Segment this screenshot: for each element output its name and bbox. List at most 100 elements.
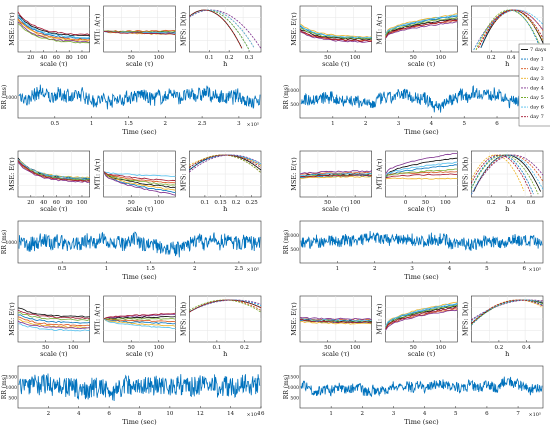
rr-exponent: ×10⁵: [528, 412, 541, 418]
mse-series-line: [299, 174, 372, 178]
mse-series-line: [17, 21, 90, 43]
mfs-ylabel: MFS: D(h): [461, 156, 469, 191]
mse-series-line: [299, 318, 372, 324]
mse-ylabel: MSE: E(τ): [290, 157, 298, 191]
mti-series-line: [103, 30, 176, 33]
mti-tick-label: 100: [440, 200, 451, 206]
rr-series-line: [18, 373, 261, 402]
rr-ytick-label: 1000: [288, 233, 300, 239]
mfs-tick-label: 0.2: [487, 200, 496, 206]
rr-tick-label: 3: [410, 266, 414, 272]
rr-tick-label: 0.5: [50, 121, 59, 127]
mti-tick-label: 50: [422, 200, 429, 206]
mse-series-line: [299, 29, 372, 41]
mti-tick-label: 100: [436, 55, 447, 61]
mfs-series-line: [473, 9, 544, 51]
mti-xlabel: scale (τ): [126, 350, 154, 358]
rr-tick-label: 2: [164, 121, 168, 127]
mti-series-line: [385, 21, 458, 39]
mfs-series-line: [189, 9, 243, 49]
mfs-series-line: [471, 299, 544, 325]
mti-series-line: [385, 306, 458, 330]
rr-tick-label: 10: [166, 411, 173, 417]
rr-tick-label: 12: [197, 411, 204, 417]
mti-series-line: [385, 177, 458, 180]
legend-label: 7 days: [530, 47, 547, 53]
rr-series-line: [18, 231, 261, 258]
mse-tick-label: 50: [42, 345, 49, 351]
mse-series-line: [299, 29, 372, 42]
mse-series-line: [299, 175, 372, 180]
mse-tick-label: 100: [77, 200, 88, 206]
rr-tick-label: 1: [105, 266, 109, 272]
rr-tick-label: 5: [454, 411, 458, 417]
mti-series-line: [103, 318, 176, 330]
rr-tick-label: 2.5: [198, 121, 207, 127]
mse-series-line: [17, 16, 90, 39]
mti-series-line: [385, 157, 458, 177]
rr-exponent: ×10⁵: [246, 122, 259, 128]
mse-series-line: [17, 159, 90, 179]
mfs-xlabel: h: [505, 60, 509, 68]
mti-series-line: [103, 318, 176, 327]
legend-box: [518, 43, 550, 127]
mse-xlabel: scale (τ): [40, 205, 68, 213]
mse-tick-label: 50: [324, 345, 331, 351]
legend-label: day 7: [530, 114, 544, 120]
mti-tick-label: 50: [410, 345, 417, 351]
rr-tick-label: 4: [430, 121, 434, 127]
mse-series-line: [17, 318, 90, 329]
mse-xlabel: scale (τ): [322, 350, 350, 358]
rr-tick-label: 1.5: [124, 121, 133, 127]
mse-series-line: [299, 172, 372, 177]
mfs-series-line: [189, 299, 262, 313]
rr-tick-label: 16: [258, 411, 265, 417]
legend: 7 days day 1 day 2 day 3 day 4 day 5 day 6 day …: [518, 43, 550, 127]
mse-series-line: [17, 161, 90, 183]
mse-tick-label: 100: [350, 345, 361, 351]
mse-series-line: [299, 170, 372, 175]
rr-frame: [17, 75, 262, 119]
mti-series-line: [385, 301, 458, 327]
rr-ylabel: RR (ms): [1, 230, 8, 254]
mse-series-line: [17, 309, 90, 320]
mti-xlabel: scale (τ): [126, 205, 154, 213]
mfs-series-line: [470, 154, 544, 195]
rr-tick-label: 6: [485, 411, 489, 417]
mti-series-line: [385, 168, 458, 177]
mfs-tick-label: 0.2: [232, 200, 241, 206]
rr-tick-label: 14: [227, 411, 234, 417]
mti-series-line: [103, 312, 176, 320]
rr-ylabel: RR (ms): [1, 375, 8, 399]
mse-series-line: [17, 314, 90, 324]
rr-xlabel: Time (sec): [122, 273, 157, 281]
mse-ylabel: MSE: E(τ): [8, 12, 16, 46]
mfs-series-line: [470, 154, 539, 195]
mti-series-line: [385, 302, 458, 327]
rr-frame: [17, 220, 262, 264]
mfs-tick-label: 0.2: [487, 55, 496, 61]
mse-series-line: [17, 19, 90, 42]
mfs-tick-label: 0.6: [527, 200, 536, 206]
rr-tick-label: 1: [329, 411, 333, 417]
mse-tick-label: 100: [350, 55, 361, 61]
mti-series-line: [385, 173, 458, 179]
rr-ytick-label: 1000: [288, 88, 300, 94]
mti-ylabel: MTI: A(τ): [376, 158, 384, 190]
mfs-series-line: [471, 299, 544, 324]
mti-series-line: [103, 171, 176, 184]
mfs-series-line: [475, 9, 544, 51]
mfs-tick-label: 0.15: [214, 200, 227, 206]
mti-series-line: [103, 171, 176, 177]
mse-tick-label: 80: [66, 200, 73, 206]
mse-tick-label: 100: [350, 200, 361, 206]
rr-tick-label: 1: [331, 121, 335, 127]
rr-tick-label: 4: [423, 411, 427, 417]
mti-series-line: [103, 318, 176, 325]
rr-tick-label: 2: [47, 411, 51, 417]
legend-label: day 6: [530, 105, 544, 111]
rr-ytick-label: 1500: [6, 375, 18, 381]
